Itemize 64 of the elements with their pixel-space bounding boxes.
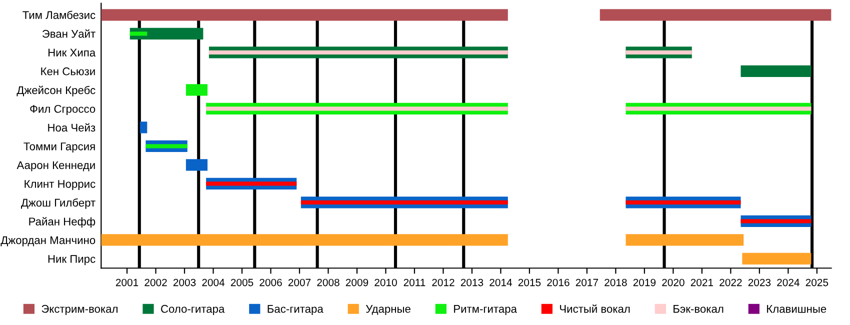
- x-tick-label: 2005: [230, 278, 254, 286]
- y-tick-label: Фил Сгроссо: [30, 104, 96, 116]
- y-tick-label: Ник Хипа: [48, 48, 96, 57]
- bar: [208, 50, 508, 54]
- legend-label: Ритм-гитара: [454, 305, 517, 315]
- x-tick-label: 2013: [460, 278, 484, 286]
- bar: [101, 234, 508, 246]
- x-tick-label: 2014: [490, 278, 512, 286]
- legend-label: Экстрим-вокал: [42, 304, 118, 315]
- bar: [626, 234, 744, 246]
- bar: [626, 106, 812, 111]
- y-tick-label: Ник Пирс: [48, 255, 96, 266]
- y-tick-label: Джейсон Кребс: [16, 86, 96, 96]
- legend-label: Ударные: [366, 305, 410, 315]
- x-tick-label: 2008: [317, 278, 340, 286]
- y-tick-label: Тим Ламбезис: [22, 10, 96, 20]
- x-tick-label: 2019: [633, 278, 656, 286]
- bar: [742, 252, 812, 265]
- y-tick-label: Джош Гилберт: [21, 198, 96, 209]
- y-tick-label: Джордан Манчино: [0, 236, 96, 246]
- x-tick-label: 2018: [604, 278, 627, 286]
- x-tick-label: 2010: [374, 278, 397, 286]
- x-tick-label: 2021: [690, 278, 714, 286]
- x-tick-label: 2015: [518, 278, 541, 286]
- x-tick-label: 2025: [806, 278, 828, 286]
- legend-label: Соло-гитара: [161, 304, 225, 315]
- bar: [626, 200, 741, 205]
- y-tick-label: Эван Уайт: [42, 29, 96, 38]
- y-tick-label: Ноа Чейз: [48, 123, 96, 132]
- bar: [186, 159, 208, 171]
- x-tick-label: 2012: [432, 278, 454, 286]
- y-tick-label: Клинт Норрис: [24, 180, 96, 190]
- bar: [740, 65, 812, 77]
- legend-label: Клавишные: [767, 305, 826, 313]
- x-tick-label: 2011: [404, 278, 426, 286]
- legend-label: Бэк-вокал: [674, 305, 724, 313]
- bar: [626, 50, 692, 54]
- y-tick-label: Райан Нефф: [29, 217, 96, 228]
- x-tick-label: 2023: [748, 278, 771, 286]
- x-tick-label: 2004: [202, 278, 225, 286]
- x-tick-label: 2003: [173, 278, 196, 286]
- y-tick-label: Аарон Кеннеди: [16, 161, 95, 172]
- bar: [206, 182, 297, 186]
- bar: [140, 122, 148, 134]
- bar: [101, 9, 508, 21]
- legend-label: Бас-гитара: [268, 305, 324, 315]
- y-tick-label: Томми Гарсия: [24, 142, 95, 153]
- legend-label: Чистый вокал: [560, 304, 630, 313]
- x-tick-label: 2022: [720, 278, 742, 286]
- bar: [130, 28, 204, 40]
- bar: [206, 106, 508, 111]
- x-tick-label: 2016: [547, 278, 570, 286]
- y-tick-label: Кен Сьюзи: [41, 67, 95, 76]
- bar: [740, 219, 812, 224]
- bar: [300, 200, 508, 205]
- x-tick-label: 2009: [346, 278, 368, 286]
- x-tick-label: 2001: [116, 278, 138, 286]
- x-tick-label: 2006: [260, 278, 282, 286]
- bar: [600, 9, 832, 21]
- x-tick-label: 2024: [777, 278, 800, 286]
- x-tick-label: 2002: [144, 278, 167, 286]
- x-tick-label: 2017: [576, 278, 598, 286]
- x-tick-label: 2020: [662, 278, 684, 286]
- x-tick-label: 2007: [288, 278, 311, 286]
